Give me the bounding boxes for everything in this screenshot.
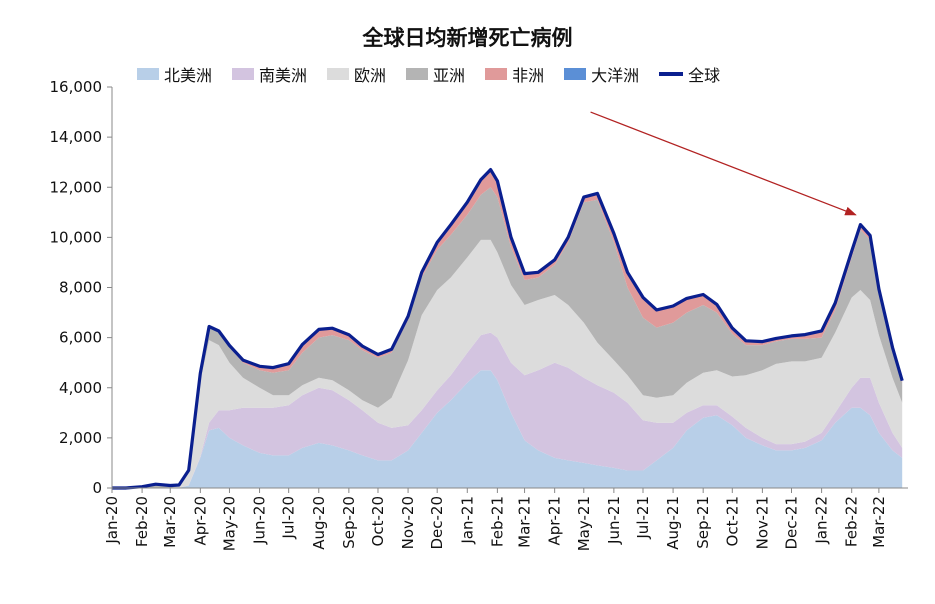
y-tick-label: 14,000 [50,128,103,146]
x-tick-label: Feb-21 [488,496,506,547]
x-tick-label: Jan-22 [813,496,831,545]
x-tick-label: Jan-21 [458,496,476,545]
x-tick-label: Jul-20 [280,496,298,540]
legend-item: 非洲 [485,62,544,86]
x-tick-label: Feb-22 [843,496,861,547]
x-tick-label: Mar-22 [870,496,888,548]
x-tick-label: Mar-21 [516,496,534,548]
area-series [112,332,903,488]
legend: 北美洲 南美洲 欧洲 亚洲 非洲 大洋洲 全球 [137,62,740,86]
x-tick-label: Aug-21 [664,496,682,550]
legend-label: 大洋洲 [591,66,640,85]
legend-label: 欧洲 [354,66,387,85]
y-tick-label: 10,000 [50,228,103,246]
legend-line [659,72,684,76]
y-tick-label: 4,000 [59,379,102,397]
area-series [112,370,903,488]
x-tick-label: Jun-21 [605,496,623,545]
legend-label: 全球 [688,66,721,85]
x-tick-label: Mar-20 [161,496,179,548]
trend-arrow [590,111,857,216]
y-tick-label: 0 [92,479,102,497]
legend-swatch [485,68,508,80]
x-tick-label: Dec-21 [783,496,801,550]
x-tick-label: Oct-21 [723,496,741,546]
legend-swatch [232,68,255,80]
x-tick-label: Aug-20 [310,496,328,550]
legend-swatch [564,68,587,80]
x-tick-label: Jun-20 [251,496,269,545]
y-tick-label: 12,000 [50,178,103,196]
legend-item: 大洋洲 [564,62,639,86]
legend-label: 南美洲 [259,66,308,85]
legend-item: 全球 [659,62,720,86]
legend-label: 北美洲 [164,66,213,85]
x-tick-label: Oct-20 [369,496,387,546]
x-tick-label: Nov-21 [753,496,771,549]
x-tick-label: Apr-21 [546,496,564,546]
legend-swatch [327,68,350,80]
legend-item: 欧洲 [327,62,386,86]
legend-label: 非洲 [512,66,545,85]
x-tick-label: Sep-20 [340,496,358,549]
area-series [112,187,903,489]
legend-swatch [137,68,159,80]
x-tick-label: Jul-21 [634,496,652,540]
x-tick-label: Jan-20 [103,496,121,545]
x-tick-label: Feb-20 [133,496,151,547]
x-tick-label: Nov-20 [399,496,417,549]
x-tick-label: Apr-20 [191,496,209,546]
y-tick-label: 8,000 [59,279,102,297]
legend-item: 亚洲 [406,62,465,86]
x-tick-label: Sep-21 [694,496,712,549]
x-tick-label: Dec-20 [428,496,446,550]
chart-title: 全球日均新增死亡病例 [362,26,573,50]
y-tick-label: 6,000 [59,329,102,347]
x-tick-label: May-21 [575,496,593,551]
x-tick-label: May-20 [220,496,238,551]
legend-item: 北美洲 [137,62,212,86]
total-line [112,168,904,490]
y-tick-label: 2,000 [59,429,102,447]
y-tick-label: 16,000 [50,78,103,96]
legend-swatch [406,68,429,80]
legend-label: 亚洲 [433,66,466,85]
legend-item: 南美洲 [232,62,307,86]
